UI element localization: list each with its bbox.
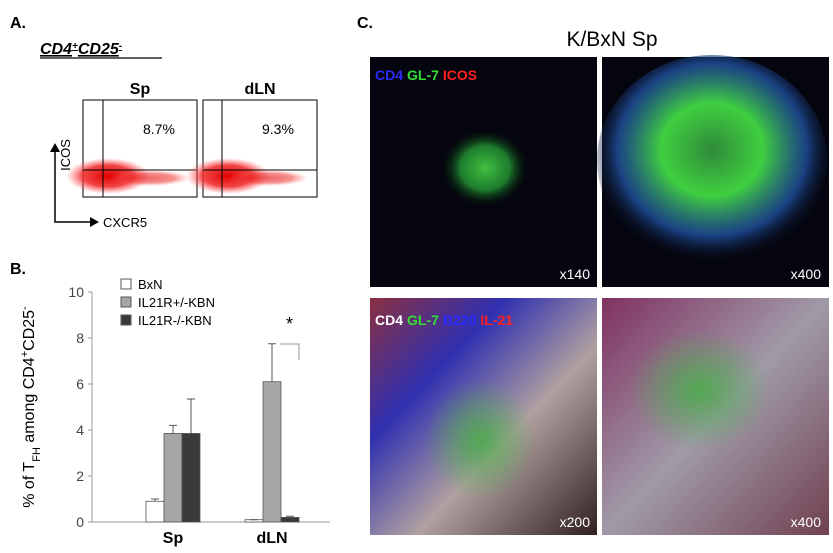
axis-label: CXCR5 <box>103 215 147 230</box>
gate-percent: 8.7% <box>143 121 175 137</box>
arrow-head <box>90 217 99 227</box>
label-part: FH <box>31 447 43 462</box>
bar-chart: 0 2 4 6 8 10 Sp dLN BxN IL21R+/-KBN IL21R-/-KBN * <box>68 277 330 547</box>
error-bar <box>268 344 276 382</box>
germinal-center <box>597 55 827 265</box>
y-tick-label: 8 <box>76 330 84 346</box>
bar <box>146 501 164 522</box>
dot-cloud <box>228 170 308 186</box>
stain-text: CD4GL-7B220IL-21 <box>375 312 513 328</box>
title-part: CD25 <box>78 41 120 58</box>
bar <box>182 433 200 522</box>
y-tick-label: 6 <box>76 376 84 392</box>
label-part: CD25 <box>21 310 38 351</box>
annotation: * <box>286 314 293 334</box>
stain-name: B220 <box>443 312 477 328</box>
x-tick-label: dLN <box>256 530 287 547</box>
bar <box>164 433 182 522</box>
stain-name: CD4 <box>375 67 403 83</box>
label-part: - <box>19 306 31 310</box>
error-bar <box>169 425 177 433</box>
magnification: x140 <box>560 266 591 282</box>
significance-bracket <box>280 344 299 360</box>
stain-name: ICOS <box>443 67 477 83</box>
gate-percent: 9.3% <box>262 121 294 137</box>
x-tick-label: Sp <box>163 530 184 547</box>
panel-label: A. <box>10 15 26 32</box>
micrograph <box>370 298 597 535</box>
stain-name: GL-7 <box>407 312 439 328</box>
axis-label: ICOS <box>58 139 73 171</box>
micrograph <box>597 55 829 287</box>
stain-name: CD4 <box>375 312 403 328</box>
y-tick-label: 2 <box>76 468 84 484</box>
panel-label: B. <box>10 261 26 278</box>
plot-title: dLN <box>244 81 275 98</box>
legend-label: BxN <box>138 277 163 292</box>
micrograph <box>370 57 597 287</box>
magnification: x200 <box>560 514 591 530</box>
panel-c-title: K/BxN Sp <box>566 28 657 51</box>
y-tick-label: 4 <box>76 422 84 438</box>
stain-legend: CD4GL-7B220IL-21 <box>375 312 513 328</box>
label-part: among CD4 <box>21 357 38 447</box>
micrograph <box>602 298 829 535</box>
flow-plot <box>186 100 317 197</box>
y-axis-label: % of TFH among CD4+CD25- <box>19 306 43 508</box>
germinal-center <box>425 380 535 500</box>
flow-plot <box>66 100 197 197</box>
bar <box>263 382 281 522</box>
bar <box>281 517 299 522</box>
dot-cloud <box>110 170 190 186</box>
error-bar <box>187 399 195 434</box>
legend-label: IL21R+/-KBN <box>138 295 215 310</box>
label-part: % of T <box>21 462 38 508</box>
title-part: - <box>119 41 123 52</box>
legend-swatch <box>121 315 131 325</box>
legend-swatch <box>121 297 131 307</box>
legend-swatch <box>121 279 131 289</box>
stain-text: CD4GL-7ICOS <box>375 67 477 83</box>
panel-a-title: CD4+CD25- <box>40 41 123 59</box>
germinal-center <box>630 330 770 450</box>
plot-title: Sp <box>130 81 151 98</box>
y-tick-label: 0 <box>76 514 84 530</box>
stain-legend: CD4GL-7ICOS <box>375 67 477 83</box>
magnification: x400 <box>791 266 822 282</box>
magnification: x400 <box>791 514 822 530</box>
stain-name: IL-21 <box>480 312 513 328</box>
y-tick-label: 10 <box>68 284 84 300</box>
legend-label: IL21R-/-KBN <box>138 313 212 328</box>
stain-name: GL-7 <box>407 67 439 83</box>
germinal-center <box>440 128 530 208</box>
panel-label: C. <box>357 15 373 32</box>
title-part: CD4 <box>40 41 72 58</box>
